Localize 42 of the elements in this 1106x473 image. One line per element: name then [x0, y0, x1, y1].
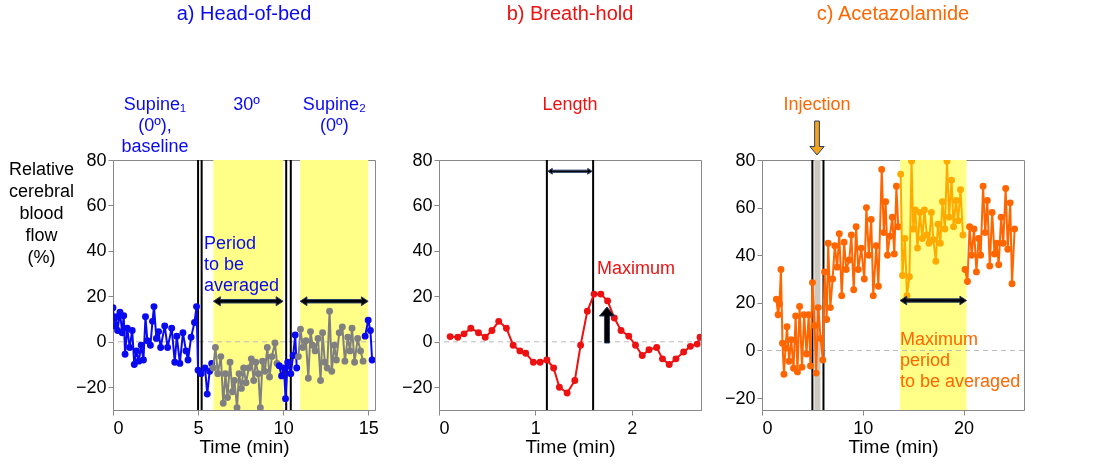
y-axis-title: Relative cerebral blood flow (%) [8, 158, 75, 267]
x-tick-label: 15 [358, 417, 379, 438]
x-axis-title: Time (min) [525, 435, 616, 457]
y-tick-label: −20 [75, 376, 107, 397]
y-tick-label: 60 [412, 194, 433, 215]
x-tick-label: 10 [273, 417, 294, 438]
chart-title: b) Breath-hold [506, 2, 634, 24]
x-tick-label: 5 [193, 417, 204, 438]
x-tick-label: 10 [853, 417, 874, 438]
y-tick-label: 0 [96, 331, 107, 352]
chart-title: a) Head-of-bed [176, 2, 312, 24]
chart-title: c) Acetazolamide [816, 2, 970, 24]
x-axis-title: Time (min) [848, 435, 939, 457]
y-tick-label: 0 [745, 339, 756, 360]
y-tick-label: 40 [412, 240, 433, 261]
y-tick-label: 40 [735, 244, 756, 265]
y-tick-label: 20 [735, 292, 756, 313]
x-axis-title: Time (min) [199, 435, 290, 457]
x-tick-label: 2 [627, 417, 638, 438]
y-tick-label: 80 [412, 149, 433, 170]
text: 30º [233, 94, 261, 114]
x-tick-label: 0 [113, 417, 124, 438]
y-tick-label: 60 [735, 197, 756, 218]
y-tick-label: 80 [86, 149, 107, 170]
y-tick-label: −20 [401, 376, 433, 397]
x-tick-label: 0 [762, 417, 773, 438]
y-tick-label: 0 [422, 331, 433, 352]
text: Supine₁ (0º), baseline [121, 94, 189, 156]
x-tick-label: 1 [530, 417, 541, 438]
annotation: Maximum [596, 258, 675, 278]
y-tick-label: 40 [86, 240, 107, 261]
text: Supine₂ (0º) [302, 94, 366, 135]
annotation: Period to be averaged [204, 233, 280, 295]
y-tick-label: 20 [412, 285, 433, 306]
text: Injection [783, 94, 851, 114]
text: Length [542, 94, 598, 114]
y-tick-label: 80 [735, 149, 756, 170]
y-tick-label: 20 [86, 285, 107, 306]
y-tick-label: 60 [86, 194, 107, 215]
x-tick-label: 0 [439, 417, 450, 438]
x-tick-label: 20 [954, 417, 975, 438]
y-tick-label: −20 [724, 387, 756, 408]
